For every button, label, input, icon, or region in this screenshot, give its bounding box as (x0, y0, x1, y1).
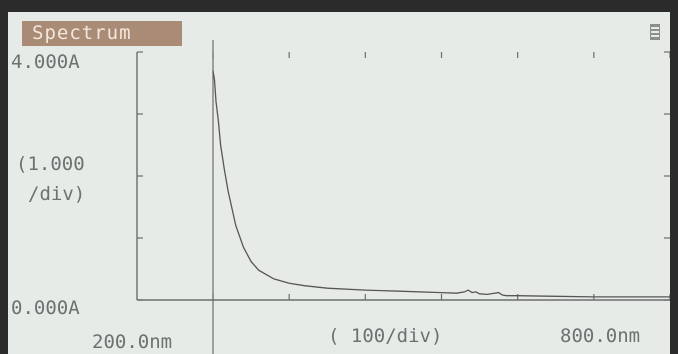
spectrum-chart: 4.000A 0.000A (1.000 /div) 200.0nm ( 100… (11, 40, 670, 354)
screen-title: Spectrum (22, 21, 182, 46)
x-min-tick-label: 200.0nm (92, 331, 172, 353)
menu-icon (650, 24, 660, 40)
series-line (212, 70, 670, 298)
axis-ticks (137, 51, 670, 301)
x-axis-label: ( 100/div) (328, 325, 442, 347)
y-min-tick-label: 0.000A (11, 297, 80, 319)
y-max-tick-label: 4.000A (11, 51, 80, 73)
y-axis-label-line-2: /div) (28, 183, 85, 205)
x-max-tick-label: 800.0nm (560, 325, 640, 347)
y-axis-label-line-1: (1.000 (16, 153, 85, 175)
instrument-screen: Spectrum 4.000A 0.000A (1.000 /div) 200.… (8, 12, 670, 354)
